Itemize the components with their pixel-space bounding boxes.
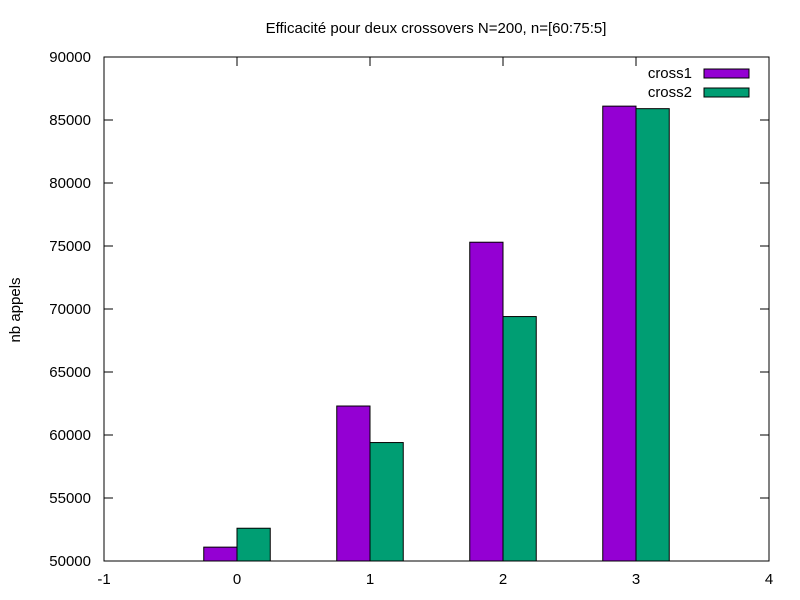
y-tick-label: 80000	[49, 175, 91, 192]
bar-cross1-3	[602, 105, 637, 562]
bar-cross2-2	[502, 316, 537, 562]
bar-cross2-0	[236, 527, 271, 562]
legend: cross1 cross2	[648, 65, 750, 101]
axis-ticks: 50000 55000 60000 65000 70000 75000 80000 85000…	[49, 49, 773, 588]
x-tick-label: 3	[632, 571, 640, 588]
y-tick-label: 65000	[49, 364, 91, 381]
legend-label-cross1: cross1	[648, 65, 692, 82]
y-tick-label: 90000	[49, 49, 91, 66]
bar-cross1-1	[336, 405, 371, 562]
legend-swatch-cross2	[703, 87, 750, 98]
x-tick-label: -1	[97, 571, 110, 588]
x-tick-label: 4	[765, 571, 773, 588]
bar-cross1-2	[469, 241, 504, 562]
bar-cross1-0	[203, 546, 238, 562]
y-tick-label: 70000	[49, 301, 91, 318]
chart-title: Efficacité pour deux crossovers N=200, n…	[266, 20, 607, 37]
legend-swatch-cross1	[703, 68, 750, 79]
x-tick-label: 0	[233, 571, 241, 588]
bar-cross2-1	[369, 442, 404, 562]
y-tick-label: 60000	[49, 427, 91, 444]
y-tick-label: 85000	[49, 112, 91, 129]
y-tick-label: 55000	[49, 490, 91, 507]
x-tick-label: 1	[366, 571, 374, 588]
y-tick-label: 75000	[49, 238, 91, 255]
y-tick-label: 50000	[49, 553, 91, 570]
y-axis-label: nb appels	[7, 277, 24, 342]
x-tick-label: 2	[499, 571, 507, 588]
legend-label-cross2: cross2	[648, 84, 692, 101]
bar-cross2-3	[635, 108, 670, 562]
bars	[203, 105, 670, 562]
